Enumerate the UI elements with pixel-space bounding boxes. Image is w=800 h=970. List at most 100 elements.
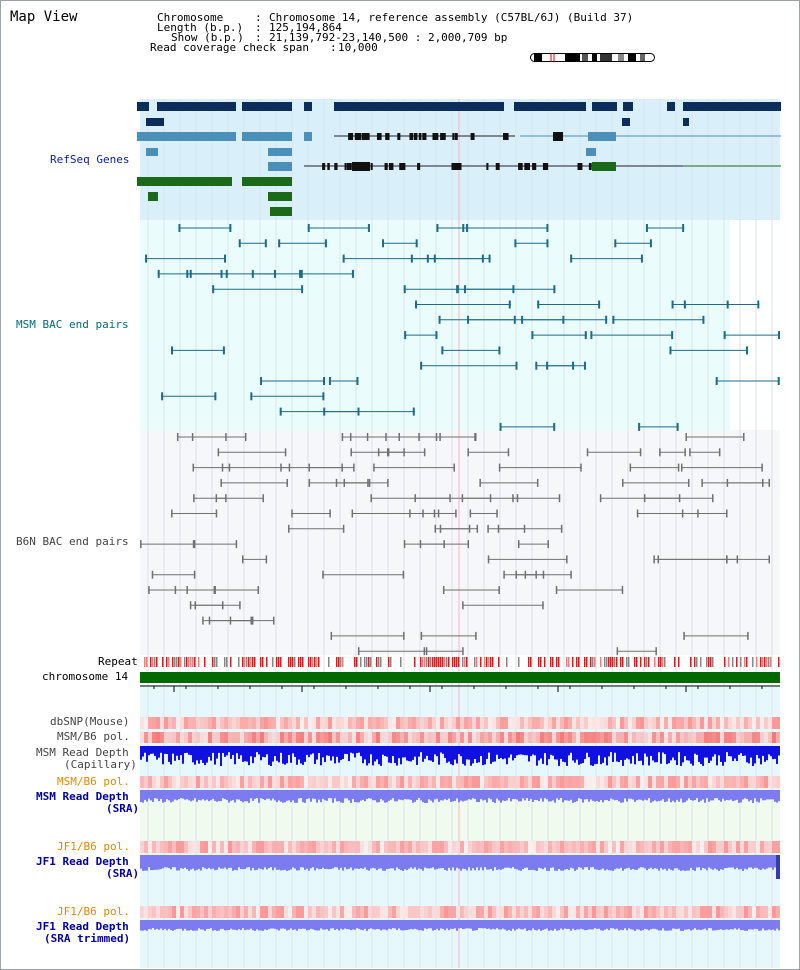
read-depth-bar xyxy=(608,790,610,802)
read-depth-bar xyxy=(776,790,778,803)
read-depth-bar xyxy=(182,790,184,799)
heat-cell xyxy=(280,717,284,729)
read-depth-bar xyxy=(296,855,298,871)
read-depth-bar xyxy=(438,855,440,869)
repeat-element xyxy=(214,657,216,667)
read-depth-bar xyxy=(610,746,612,753)
repeat-element xyxy=(608,657,610,667)
heat-cell xyxy=(320,841,324,853)
heat-cell xyxy=(284,841,288,853)
b6n-bac-end xyxy=(366,433,369,441)
heat-cell xyxy=(416,732,420,743)
track-label-refseq[interactable]: RefSeq Genes xyxy=(50,153,130,166)
read-depth-bar xyxy=(436,746,438,757)
repeat-element xyxy=(430,657,432,667)
read-depth-bar xyxy=(256,790,258,799)
read-depth-bar xyxy=(592,790,594,801)
read-depth-bar xyxy=(376,920,378,929)
repeat-element xyxy=(272,657,274,667)
refseq-exon xyxy=(486,163,489,170)
heat-cell xyxy=(708,841,712,853)
heat-cell xyxy=(624,841,628,853)
read-depth-bar xyxy=(172,790,174,802)
heat-cell xyxy=(292,841,296,853)
read-depth-bar xyxy=(474,920,476,931)
track-label-dbsnp[interactable]: dbSNP(Mouse) xyxy=(50,715,130,728)
read-depth-bar xyxy=(414,855,416,868)
read-depth-bar xyxy=(590,855,592,868)
heat-cell xyxy=(424,906,428,918)
read-depth-bar xyxy=(662,746,664,753)
heat-cell xyxy=(712,717,716,729)
read-depth-bar xyxy=(280,746,282,753)
read-depth-bar xyxy=(304,855,306,870)
heat-cell xyxy=(232,906,236,918)
read-depth-bar xyxy=(540,920,542,931)
read-depth-bar xyxy=(340,920,342,929)
read-depth-bar xyxy=(428,920,430,929)
read-depth-bar xyxy=(322,746,324,758)
read-depth-bar xyxy=(708,855,710,868)
read-depth-bar xyxy=(498,790,500,801)
read-depth-bar xyxy=(658,855,660,871)
read-depth-bar xyxy=(622,790,624,803)
track-label-repeat[interactable]: Repeat xyxy=(98,655,138,668)
heat-cell xyxy=(724,776,728,788)
heat-cell xyxy=(408,732,412,743)
read-depth-bar xyxy=(226,920,228,931)
track-label-jf1-b6-pol-2[interactable]: JF1/B6 pol. xyxy=(57,905,130,918)
heat-cell xyxy=(220,732,224,743)
track-label-msm-depth-cap[interactable]: MSM Read Depth xyxy=(36,746,129,759)
repeat-element xyxy=(192,657,194,667)
read-depth-bar xyxy=(690,920,692,931)
track-label-msm-b6-pol-2[interactable]: MSM/B6 pol. xyxy=(57,775,130,788)
read-depth-bar xyxy=(440,746,442,753)
read-depth-bar xyxy=(178,790,180,800)
heat-cell xyxy=(196,906,200,918)
track-label-b6n-bac[interactable]: B6N BAC end pairs xyxy=(16,535,129,548)
read-depth-bar xyxy=(482,855,484,871)
read-depth-bar xyxy=(554,746,556,760)
track-label-jf1-depth-sra[interactable]: JF1 Read Depth xyxy=(36,855,129,868)
heat-cell xyxy=(544,717,548,729)
heat-cell xyxy=(184,841,188,853)
b6n-bac-end xyxy=(370,494,372,503)
b6n-bac-end xyxy=(743,433,745,441)
heat-cell xyxy=(776,776,780,788)
repeat-element xyxy=(262,657,264,667)
read-depth-bar xyxy=(702,746,704,766)
heat-cell xyxy=(592,717,596,729)
read-depth-bar xyxy=(426,790,428,803)
msm-bac-end xyxy=(224,254,227,263)
track-label-jf1-b6-pol-1[interactable]: JF1/B6 pol. xyxy=(57,840,130,853)
read-depth-bar xyxy=(280,920,282,929)
read-depth-bar xyxy=(188,855,190,871)
track-label-jf1-depth-trim[interactable]: JF1 Read Depth xyxy=(36,920,129,933)
heat-cell xyxy=(352,776,356,788)
read-depth-bar xyxy=(566,790,568,801)
heat-cell xyxy=(472,776,476,788)
read-depth-bar xyxy=(210,855,212,870)
read-depth-bar xyxy=(458,746,460,755)
track-label-msm-b6-pol-1[interactable]: MSM/B6 pol. xyxy=(57,730,130,743)
refseq-gene xyxy=(592,162,616,171)
heat-cell xyxy=(744,841,748,853)
read-depth-bar xyxy=(396,746,398,766)
read-depth-bar xyxy=(158,920,160,930)
read-depth-bar xyxy=(320,746,322,766)
read-depth-bar xyxy=(402,790,404,801)
b6n-bac-end xyxy=(476,524,479,533)
read-depth-bar xyxy=(492,790,494,802)
track-label-msm-depth-sra[interactable]: MSM Read Depth xyxy=(36,790,129,803)
msm-bac-end xyxy=(757,300,760,309)
refseq-exon xyxy=(588,163,592,170)
read-depth-bar xyxy=(290,790,292,803)
read-depth-bar xyxy=(234,920,236,930)
heat-cell xyxy=(232,776,236,788)
read-depth-bar xyxy=(320,920,322,929)
chromosome-ideogram[interactable] xyxy=(530,53,655,62)
track-label-msm-bac[interactable]: MSM BAC end pairs xyxy=(16,318,129,331)
heat-cell xyxy=(748,717,752,729)
read-depth-bar xyxy=(474,746,476,760)
